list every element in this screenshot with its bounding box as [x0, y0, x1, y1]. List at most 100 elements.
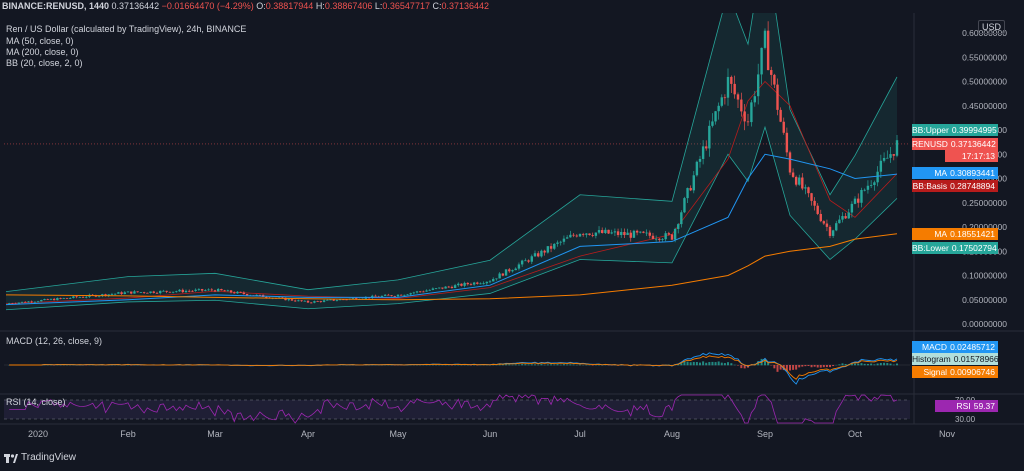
candle-body [757, 74, 760, 97]
candle-body [892, 154, 895, 156]
macd-tag: MACD 0.02485712 [912, 341, 998, 353]
candle-body [794, 176, 798, 185]
macd-histogram-bar [730, 363, 733, 366]
legend-bb[interactable]: BB (20, close, 2, 0) [6, 58, 83, 68]
candle-body [217, 288, 220, 292]
candle-body [654, 238, 658, 240]
candle-body [810, 193, 813, 201]
candle-body [726, 76, 730, 98]
macd-histogram-bar [860, 363, 863, 366]
macd-histogram-bar [473, 364, 476, 366]
candle-body [188, 290, 191, 292]
candle-body [556, 242, 559, 244]
candle-body [40, 300, 43, 302]
chart-canvas[interactable]: 0.600000000.550000000.500000000.45000000… [0, 13, 1024, 446]
low-value: 0.36547717 [382, 1, 430, 11]
candle-body [850, 203, 854, 213]
candle-body [65, 297, 69, 299]
candle-body [788, 152, 792, 173]
macd-histogram-bar [785, 365, 788, 371]
legend-macd[interactable]: MACD (12, 26, close, 9) [6, 336, 103, 346]
candle-body [463, 282, 466, 286]
candle-body [773, 74, 776, 85]
candle-body [162, 290, 165, 292]
legend-rsi[interactable]: RSI (14, close) [6, 397, 66, 407]
candle-body [303, 300, 306, 302]
macd-histogram-bar [733, 364, 736, 366]
currency-label[interactable]: USD [978, 20, 1006, 34]
candle-body [390, 295, 393, 297]
candle-body [889, 154, 892, 158]
candle-body [466, 282, 469, 285]
candle-body [711, 121, 714, 126]
price-tag: MA 0.18551421 [912, 228, 998, 240]
candle-body [374, 295, 377, 297]
candle-body [220, 288, 223, 291]
rsi-tag-value: 59.37 [973, 401, 995, 411]
macd-histogram-bar [854, 363, 856, 366]
candle-body [204, 290, 207, 291]
candle-body [667, 233, 671, 235]
candle-body [831, 230, 835, 236]
candle-body [527, 260, 530, 262]
x-tick-label: Aug [664, 429, 680, 439]
macd-histogram-bar [454, 364, 457, 366]
candle-body [537, 253, 540, 257]
macd-histogram-bar [863, 363, 866, 366]
candle-body [380, 295, 384, 297]
y-tick-label: 0.00000000 [962, 319, 1007, 329]
candle-body [733, 83, 736, 95]
candle-body [847, 212, 850, 219]
tradingview-icon [4, 454, 18, 463]
candle-body [841, 216, 844, 220]
legend-ma200[interactable]: MA (200, close, 0) [6, 47, 79, 57]
candle-body [766, 30, 770, 71]
macd-histogram-bar [822, 365, 825, 368]
candle-body [882, 157, 886, 161]
price-tag-value: 0.18551421 [950, 229, 995, 239]
candle-body [763, 30, 767, 48]
candle-body [782, 121, 785, 133]
candle-body [213, 290, 217, 292]
candle-body [200, 289, 204, 291]
macd-histogram-bar [876, 363, 879, 366]
candle-body [139, 292, 143, 293]
candle-body [49, 298, 53, 300]
candle-body [133, 291, 136, 294]
macd-histogram-bar [841, 363, 844, 366]
candle-body [495, 278, 498, 280]
tradingview-logo: TradingView [4, 451, 76, 465]
candle-body [383, 294, 387, 296]
legend-ma50[interactable]: MA (50, close, 0) [6, 36, 74, 46]
candle-body [575, 235, 578, 237]
macd-histogram-bar [521, 364, 524, 366]
candle-body [20, 301, 24, 303]
macd-histogram-bar [569, 364, 572, 366]
candle-body [680, 212, 683, 225]
candle-body [245, 294, 249, 296]
open-value: 0.38817944 [265, 1, 314, 11]
candle-body [620, 231, 623, 236]
candle-body [673, 228, 677, 240]
candle-body [645, 232, 648, 234]
macd-histogram-bar [883, 362, 886, 366]
candle-body [290, 299, 294, 301]
candle-body [236, 291, 239, 294]
candle-body [191, 290, 194, 292]
price-tag-value: 0.17502794 [951, 243, 997, 253]
candle-body [798, 177, 801, 185]
macd-histogram-bar [505, 364, 508, 366]
macd-histogram-bar [543, 364, 546, 366]
price-tag: BB:Upper 0.39994995 [912, 124, 998, 136]
candle-body [705, 146, 708, 149]
candle-body [664, 233, 667, 240]
macd-histogram-bar [556, 364, 559, 366]
candle-body [828, 226, 832, 236]
candle-body [661, 239, 664, 241]
price-tag-value: 17:17:13 [961, 151, 995, 161]
header-bar: BINANCE:RENUSD, 1440 0.37136442 −0.01664… [0, 0, 1024, 13]
price-tag-label: BB:Upper [912, 125, 949, 135]
macd-histogram-bar [779, 365, 782, 370]
candle-body [223, 290, 226, 292]
candle-body [553, 243, 556, 249]
